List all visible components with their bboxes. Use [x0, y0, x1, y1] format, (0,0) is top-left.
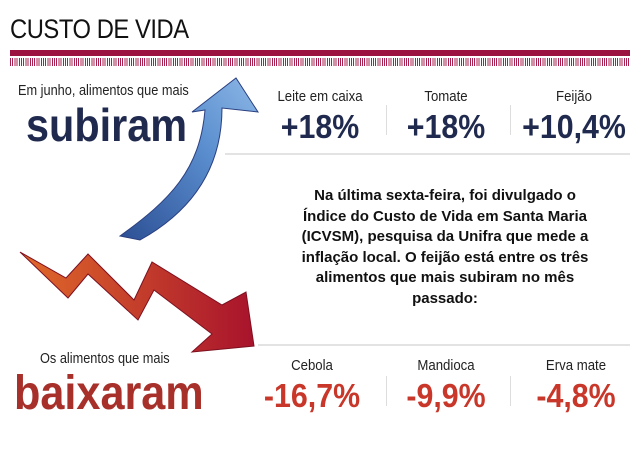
item-label: Feijão: [556, 88, 592, 105]
intro-paragraph: Na última sexta-feira, foi divulgado o Í…: [301, 187, 589, 307]
divider: [510, 376, 511, 406]
down-item-1: Cebola -16,7%: [250, 357, 374, 415]
down-item-2: Mandioca -9,9%: [384, 357, 508, 415]
item-label: Tomate: [424, 88, 468, 105]
up-item-3: Feijão +10,4%: [512, 88, 636, 146]
divider: [386, 105, 387, 135]
item-label: Cebola: [291, 357, 333, 374]
title-rule: [10, 50, 630, 56]
divider: [386, 376, 387, 406]
item-value: -4,8%: [536, 377, 616, 414]
up-kicker: Em junho, alimentos que mais: [18, 82, 189, 99]
down-item-3: Erva mate -4,8%: [514, 357, 638, 415]
down-kicker: Os alimentos que mais: [40, 350, 170, 367]
section-divider: [225, 153, 630, 155]
up-arrow-icon: [118, 77, 259, 241]
page-title: CUSTO DE VIDA: [10, 14, 189, 44]
item-value: +18%: [280, 108, 360, 145]
item-value: -9,9%: [406, 377, 486, 414]
divider: [510, 105, 511, 135]
item-value: -16,7%: [263, 377, 361, 414]
title-hatch-rule: [10, 58, 630, 66]
item-label: Mandioca: [417, 357, 475, 374]
item-label: Erva mate: [545, 357, 607, 374]
up-headline: subiram: [26, 99, 188, 151]
item-value: +10,4%: [522, 108, 626, 145]
section-divider: [258, 344, 630, 346]
down-arrow-icon: [19, 251, 255, 353]
up-item-1: Leite em caixa +18%: [258, 88, 382, 146]
up-item-2: Tomate +18%: [384, 88, 508, 146]
down-headline: baixaram: [14, 367, 204, 420]
item-value: +18%: [406, 108, 486, 145]
item-label: Leite em caixa: [277, 88, 363, 105]
